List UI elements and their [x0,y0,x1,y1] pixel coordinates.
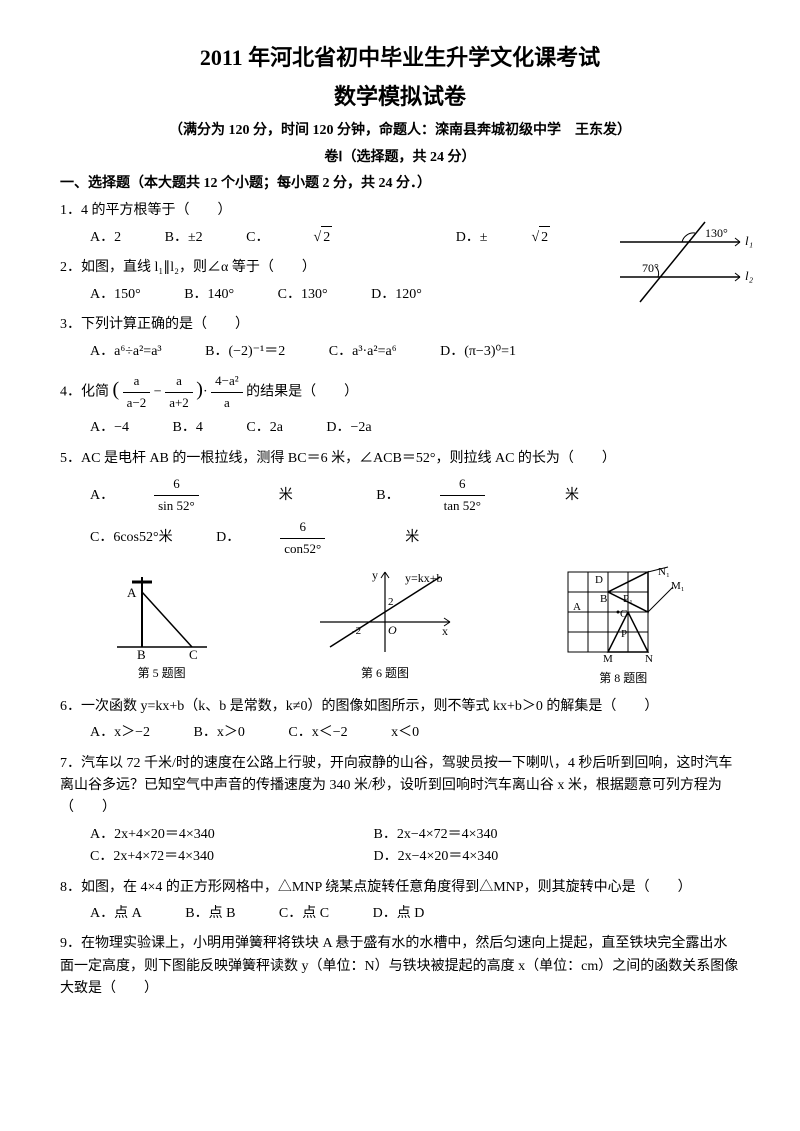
q1-opt-c: C．2 [246,226,412,249]
q7-opt-d: D．2x−4×20＝4×340 [374,846,499,868]
svg-text:2: 2 [388,596,394,608]
question-7: 7．汽车以 72 千米/时的速度在公路上行驶，开向寂静的山谷，驾驶员按一下喇叭，… [60,753,740,869]
q1-opt-d: D．±2 [456,226,630,249]
q2-opt-d: D．120° [371,284,422,306]
q7-opt-c: C．2x+4×72＝4×340 [90,846,330,868]
svg-text:M₁: M₁ [671,580,685,592]
figures-row: A B C 第 5 题图 y x O 2 -2 y=kx+b 第 6 题图 [60,567,740,687]
svg-text:P: P [621,628,627,640]
q4-opt-b: B．4 [173,417,203,439]
page-subtitle: 数学模拟试卷 [60,79,740,114]
fig-6: y x O 2 -2 y=kx+b 第 6 题图 [310,567,460,687]
q8-opt-b: B．点 B [185,903,235,925]
q2-diagram: 130° 70° l₁ l₂ [610,217,760,315]
q4-opt-c: C．2a [246,417,283,439]
svg-text:N₁: N₁ [658,566,670,578]
question-4: 4．化简 ( aa−2 − aa+2 )· 4−a²a 的结果是（ ） A．−4… [60,371,740,440]
question-8: 8．如图，在 4×4 的正方形网格中，△MNP 绕某点旋转任意角度得到△MNP，… [60,877,740,926]
svg-text:C: C [189,647,198,662]
svg-text:l₂: l₂ [745,268,754,283]
svg-text:O: O [388,623,397,637]
q4-text: 4．化简 ( aa−2 − aa+2 )· 4−a²a 的结果是（ ） [60,371,740,414]
svg-text:P₁: P₁ [623,593,633,605]
svg-text:B: B [600,593,607,605]
section-label: 卷Ⅰ（选择题，共 24 分） [60,147,740,169]
q6-opt-d: x＜0 [391,722,419,744]
q6-opt-a: A．x＞−2 [90,722,150,744]
q4-opt-d: D．−2a [326,417,371,439]
fig-5: A B C 第 5 题图 [107,567,217,687]
svg-text:A: A [127,585,137,600]
q8-opt-c: C．点 C [279,903,329,925]
paper-info: （满分为 120 分，时间 120 分钟，命题人：滦南县奔城初级中学 王东发） [60,120,740,142]
q4-opt-a: A．−4 [90,417,129,439]
section-heading: 一、选择题（本大题共 12 个小题；每小题 2 分，共 24 分．） [60,173,740,195]
q1-opt-a: A．2 [90,227,121,249]
q3-text: 3．下列计算正确的是（ ） [60,314,740,336]
q3-opt-d: D．(π−3)⁰=1 [440,341,516,363]
q2-opt-b: B．140° [184,284,234,306]
question-5: 5．AC 是电杆 AB 的一根拉线，测得 BC＝6 米，∠ACB＝52°，则拉线… [60,448,740,560]
svg-text:C: C [620,608,627,620]
q1-opt-b: B．±2 [165,227,203,249]
q5-text: 5．AC 是电杆 AB 的一根拉线，测得 BC＝6 米，∠ACB＝52°，则拉线… [60,448,740,470]
q6-opt-b: B．x＞0 [194,722,245,744]
q7-opt-a: A．2x+4×20＝4×340 [90,824,330,846]
q3-opt-b: B．(−2)⁻¹＝2 [205,341,285,363]
svg-text:l₁: l₁ [745,233,753,248]
svg-text:y: y [372,568,378,582]
q5-opt-b: B．6tan 52°米 [376,474,619,517]
svg-text:70°: 70° [642,261,659,275]
question-3: 3．下列计算正确的是（ ） A．a⁶÷a²=a³ B．(−2)⁻¹＝2 C．a³… [60,314,740,363]
q6-text: 6．一次函数 y=kx+b（k、b 是常数，k≠0）的图像如图所示，则不等式 k… [60,696,740,718]
q8-opt-a: A．点 A [90,903,142,925]
svg-text:N: N [645,653,653,665]
svg-text:x: x [442,624,448,638]
svg-text:M: M [603,653,613,665]
question-9: 9．在物理实验课上，小明用弹簧秤将铁块 A 悬于盛有水的水槽中，然后匀速向上提起… [60,933,740,1000]
svg-text:-2: -2 [352,625,361,637]
q5-opt-a: A．6sin 52°米 [90,474,333,517]
question-6: 6．一次函数 y=kx+b（k、b 是常数，k≠0）的图像如图所示，则不等式 k… [60,696,740,745]
q7-opt-b: B．2x−4×72＝4×340 [374,824,498,846]
q2-opt-c: C．130° [278,284,328,306]
q8-text: 8．如图，在 4×4 的正方形网格中，△MNP 绕某点旋转任意角度得到△MNP，… [60,877,740,899]
q8-opt-d: D．点 D [373,903,425,925]
q6-opt-c: C．x＜−2 [288,722,347,744]
svg-text:y=kx+b: y=kx+b [405,571,443,585]
q7-text: 7．汽车以 72 千米/时的速度在公路上行驶，开向寂静的山谷，驾驶员按一下喇叭，… [60,753,740,820]
svg-text:B: B [137,647,146,662]
svg-text:D: D [595,574,603,586]
q3-opt-c: C．a³·a²=a⁶ [329,341,397,363]
fig-8: A B C D M N M₁ N₁ P P₁ 第 8 题图 [553,567,693,687]
svg-text:130°: 130° [705,226,728,240]
question-2: 130° 70° l₁ l₂ 2．如图，直线 l₁∥l₂，则∠α 等于（ ） A… [60,257,740,306]
svg-text:A: A [573,601,581,613]
q9-text: 9．在物理实验课上，小明用弹簧秤将铁块 A 悬于盛有水的水槽中，然后匀速向上提起… [60,933,740,1000]
q5-opt-d: D．6con52°米 [216,517,459,560]
page-title: 2011 年河北省初中毕业生升学文化课考试 [60,40,740,75]
q5-opt-c: C．6cos52°米 [90,527,173,549]
q3-opt-a: A．a⁶÷a²=a³ [90,341,162,363]
q2-opt-a: A．150° [90,284,141,306]
